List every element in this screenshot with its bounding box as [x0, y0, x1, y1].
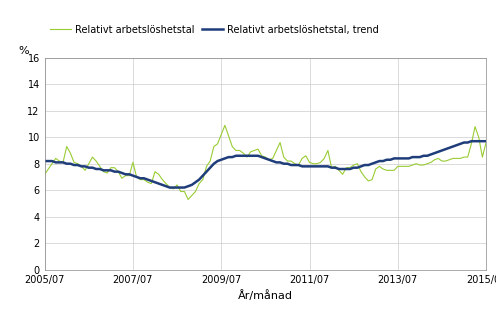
Line: Relativt arbetslöshetstal: Relativt arbetslöshetstal	[45, 112, 496, 199]
Legend: Relativt arbetslöshetstal, Relativt arbetslöshetstal, trend: Relativt arbetslöshetstal, Relativt arbe…	[50, 24, 379, 34]
X-axis label: År/månad: År/månad	[238, 290, 293, 301]
Relativt arbetslöshetstal	[42, 172, 48, 176]
Relativt arbetslöshetstal	[185, 197, 191, 201]
Relativt arbetslöshetstal	[71, 160, 77, 164]
Relativt arbetslöshetstal, trend	[329, 166, 335, 169]
Relativt arbetslöshetstal, trend	[351, 166, 357, 169]
Line: Relativt arbetslöshetstal, trend: Relativt arbetslöshetstal, trend	[45, 141, 496, 187]
Relativt arbetslöshetstal, trend	[71, 163, 77, 167]
Relativt arbetslöshetstal, trend	[167, 186, 173, 189]
Relativt arbetslöshetstal, trend	[468, 139, 474, 143]
Relativt arbetslöshetstal	[317, 160, 323, 164]
Relativt arbetslöshetstal	[351, 163, 357, 167]
Relativt arbetslöshetstal, trend	[42, 159, 48, 163]
Relativt arbetslöshetstal, trend	[317, 164, 323, 168]
Relativt arbetslöshetstal, trend	[159, 183, 165, 187]
Relativt arbetslöshetstal, trend	[262, 157, 268, 160]
Relativt arbetslöshetstal	[329, 166, 335, 169]
Relativt arbetslöshetstal	[262, 155, 268, 159]
Relativt arbetslöshetstal	[159, 178, 165, 182]
Text: %: %	[18, 46, 29, 56]
